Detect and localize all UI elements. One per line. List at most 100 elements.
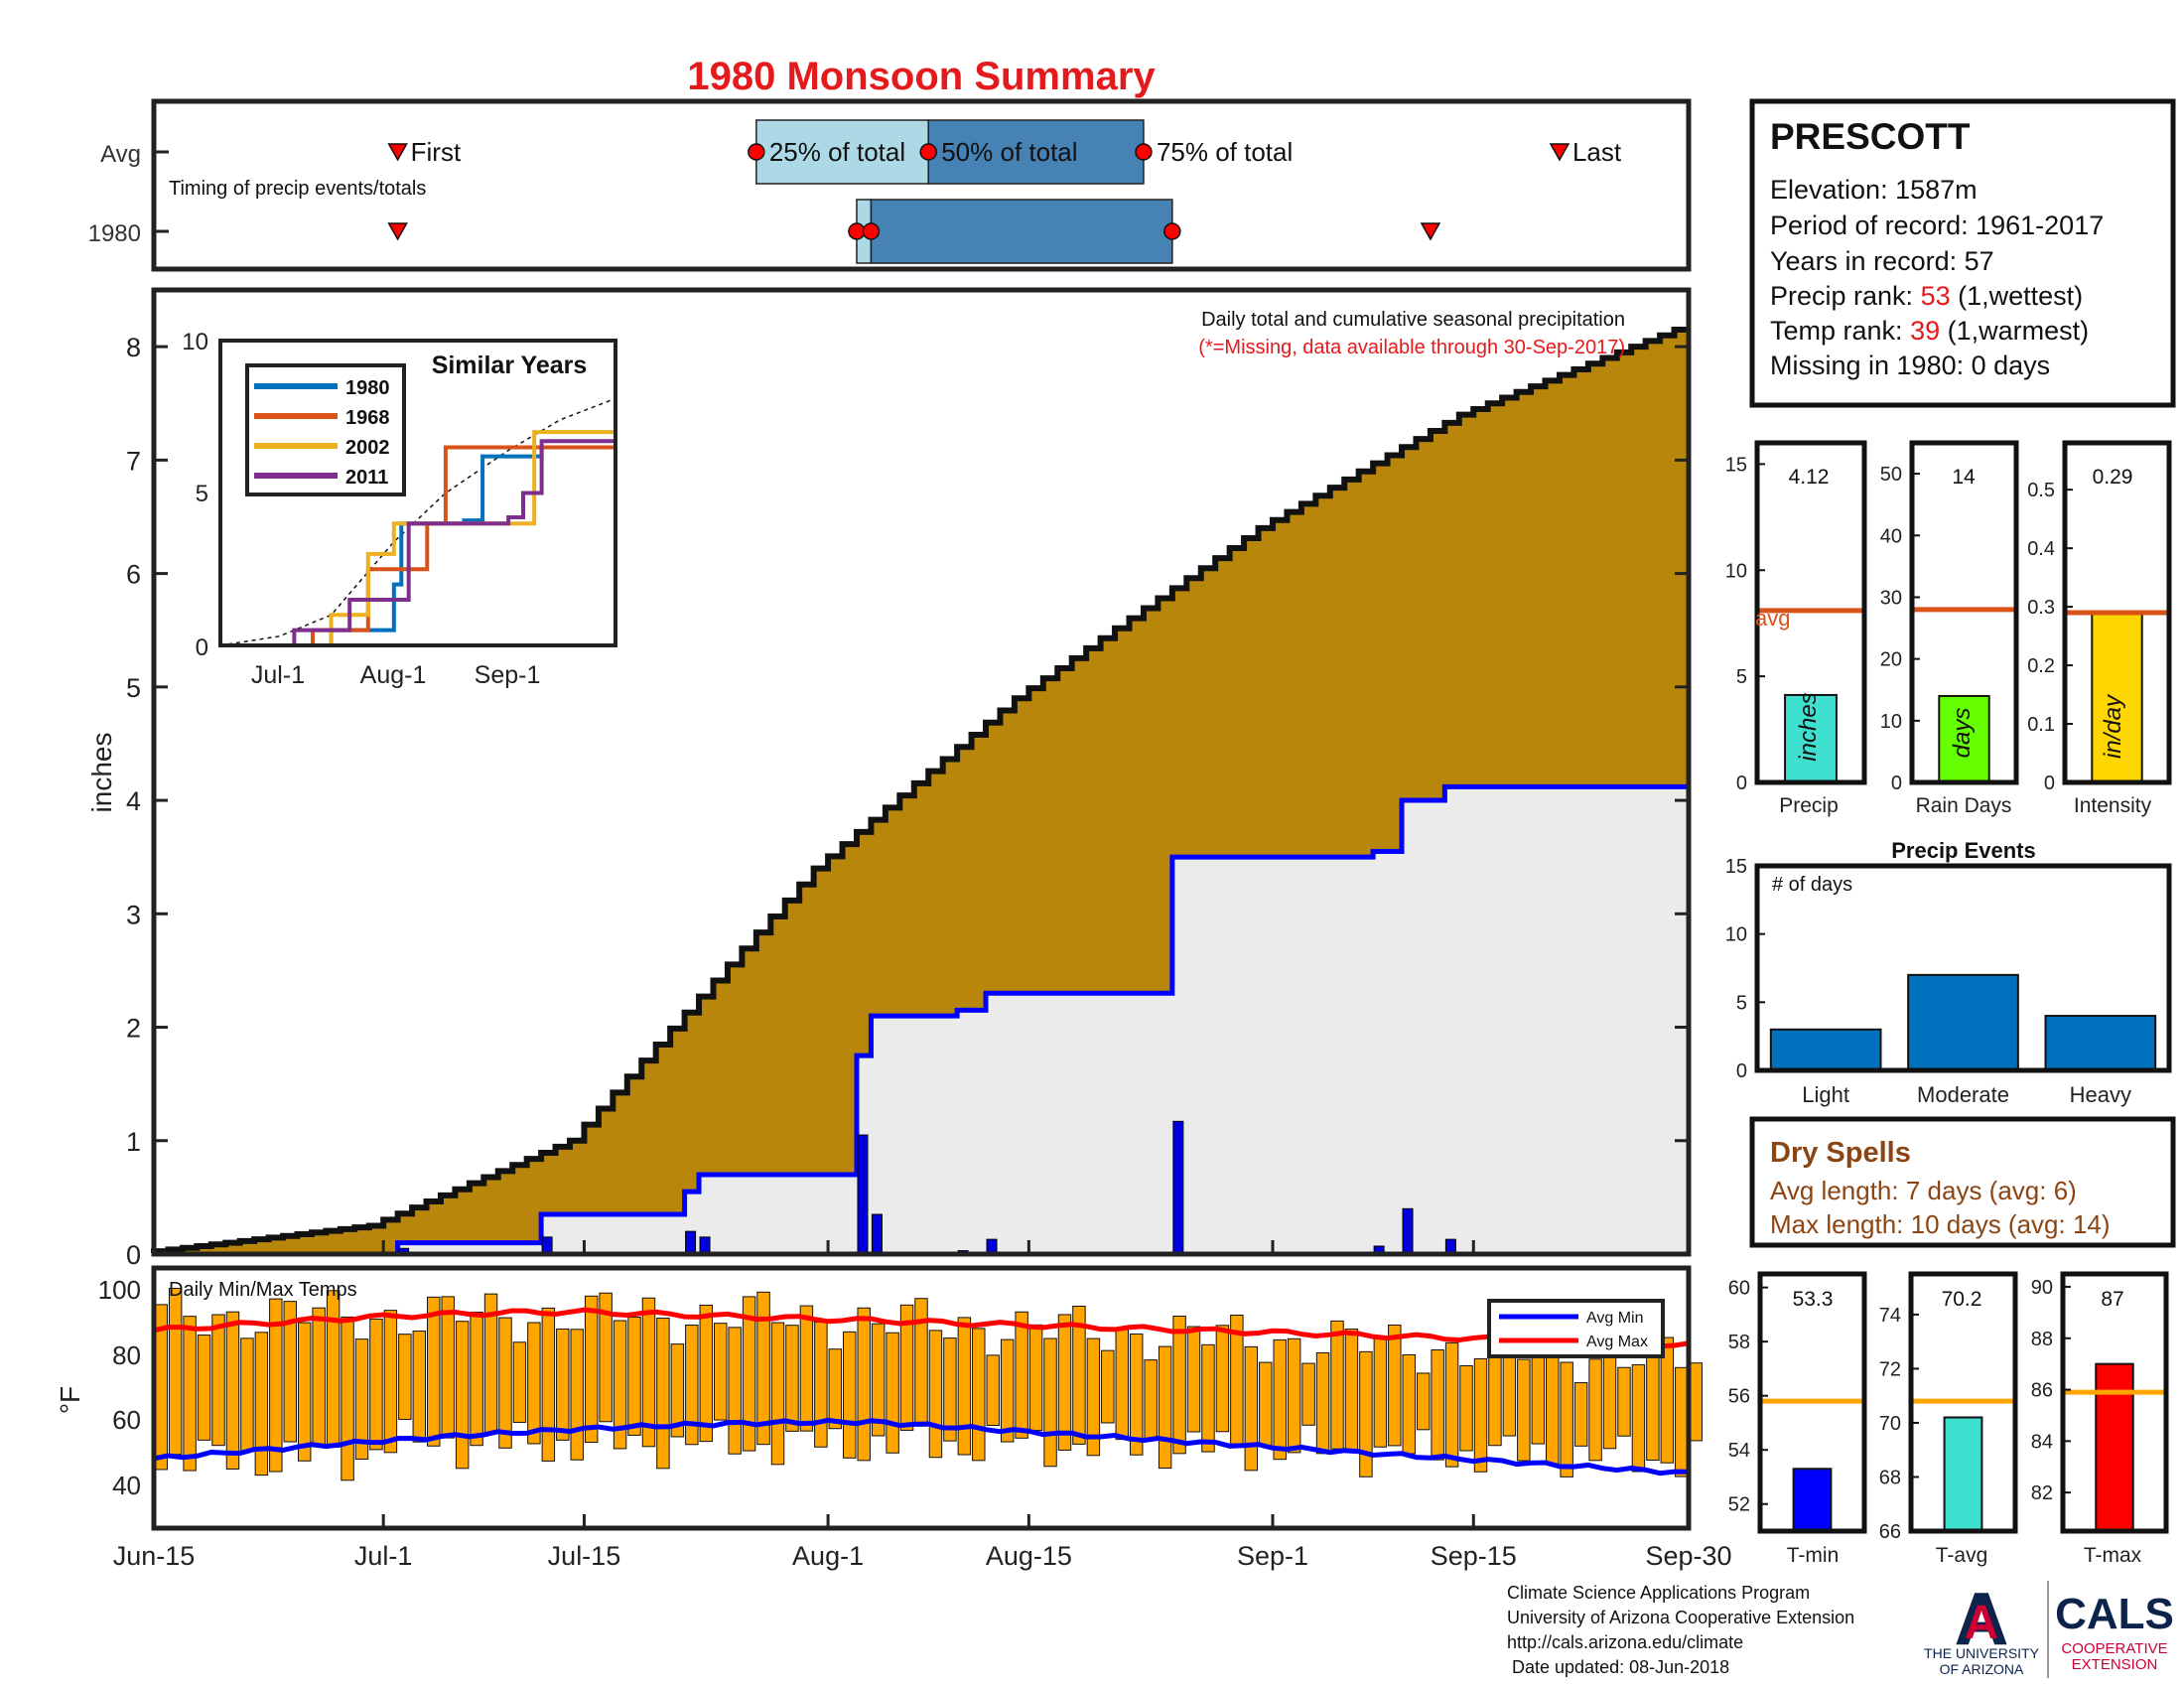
daily-temp-bar — [641, 1297, 656, 1448]
daily-temp-bar — [1573, 1382, 1588, 1447]
mini-ytick-label: 20 — [1880, 649, 1902, 671]
temp-summary-frame-1 — [1908, 1271, 2018, 1534]
daily-temp-bar — [312, 1307, 326, 1448]
cals-logo-text: CALS — [2055, 1590, 2174, 1638]
timing-p50-marker — [919, 143, 937, 161]
temp-label: Daily Min/Max Temps — [169, 1279, 357, 1301]
dry-spells-title: Dry Spells — [1770, 1137, 1911, 1169]
main-ytick-label: 5 — [126, 673, 141, 703]
daily-temp-bar — [240, 1337, 254, 1453]
daily-temp-bar — [1215, 1325, 1230, 1433]
daily-temp-bar — [412, 1331, 427, 1443]
daily-temp-bar — [914, 1298, 928, 1427]
avg-max-temp-line — [153, 1307, 1690, 1349]
avg-cumulative-line — [151, 326, 1689, 1255]
precip-events-chart: Precip Events # of days Light Moderate Hea… — [1725, 838, 2172, 1107]
daily-temp-bar — [1057, 1314, 1072, 1451]
events-ylabel: # of days — [1772, 874, 1852, 896]
cals-sub-2: EXTENSION — [2072, 1656, 2158, 1673]
main-missing-note: (*=Missing, data available through 30-Se… — [1198, 337, 1625, 358]
daily-temp-bar — [814, 1321, 828, 1448]
footer-line-3: http://cals.arizona.edu/climate — [1507, 1632, 1743, 1652]
ua-logo-line-2: OF ARIZONA — [1940, 1661, 2024, 1677]
temp-summary-ytick-label: 70 — [1879, 1413, 1901, 1435]
mini-ytick-label: 50 — [1880, 464, 1902, 486]
daily-temp-bar — [1000, 1338, 1015, 1443]
mini-bar-2 — [2091, 612, 2143, 783]
legend-2011-label: 2011 — [345, 467, 388, 489]
mini-ytick-label: 0.1 — [2027, 714, 2055, 736]
daily-temp-bar — [1459, 1365, 1473, 1452]
timing-label-first: First — [411, 137, 462, 167]
daily-temp-bar — [1287, 1337, 1301, 1454]
events-title: Precip Events — [1891, 838, 2036, 863]
daily-temp-bar — [1259, 1361, 1273, 1448]
daily-temp-bar — [297, 1322, 312, 1462]
events-bar-heavy — [2044, 1015, 2157, 1071]
mini-ytick-label: 0.2 — [2027, 655, 2055, 677]
xtick-label: Jul-15 — [548, 1541, 621, 1571]
year-cumulative-fill — [154, 786, 1689, 1254]
timing-p75-marker — [1135, 143, 1153, 161]
daily-temp-bar — [470, 1311, 483, 1447]
daily-temp-bar — [1315, 1351, 1330, 1455]
station-elevation: Elevation: 1587m — [1770, 175, 1978, 205]
mini-ytick-label: 10 — [1725, 560, 1747, 582]
daily-temp-bar — [742, 1296, 756, 1452]
daily-temp-bar — [1043, 1337, 1057, 1468]
daily-temp-bar — [685, 1325, 699, 1446]
temp-ytick-60: 60 — [112, 1405, 141, 1435]
temp-summary-bar-1 — [1943, 1416, 1983, 1533]
daily-temp-bar — [283, 1301, 297, 1443]
temp-summary-charts: T-min T-avg T-max 52 54 56 58 60 66 68 70 72 74 82… — [1728, 1271, 2169, 1567]
daily-temp-bar — [1015, 1311, 1028, 1439]
main-frame — [151, 287, 1692, 1257]
main-ytick-label: 6 — [126, 560, 141, 590]
daily-temp-bar — [1416, 1372, 1431, 1431]
daily-temp-bar — [699, 1305, 713, 1443]
mini-ytick-label: 10 — [1880, 711, 1902, 733]
inset-ytick-5: 5 — [196, 481, 208, 507]
daily-temp-bar — [1373, 1336, 1388, 1448]
timing-box-first-half — [755, 119, 929, 185]
temp-summary-ytick-label: 60 — [1728, 1278, 1750, 1300]
timing-label-p25: 25% of total — [769, 137, 905, 167]
temp-summary-ytick-label: 74 — [1879, 1305, 1901, 1327]
legend-avg-min-label: Avg Min — [1586, 1310, 1644, 1327]
raindays-bar-value: 14 — [1952, 466, 1976, 489]
temp-summary-ytick-label: 68 — [1879, 1467, 1901, 1488]
daily-temp-bar — [613, 1320, 627, 1450]
temperature-panel: Daily Min/Max Temps 40 60 80 100 °F Avg … — [55, 1240, 1732, 1571]
daily-temp-bar — [599, 1292, 613, 1423]
xtick-label: Jul-1 — [354, 1541, 413, 1571]
daily-precip-bar — [699, 1236, 711, 1255]
tavg-value: 70.2 — [1942, 1288, 1982, 1311]
timing-row-year: 1980 — [88, 220, 141, 247]
daily-temp-bar — [1130, 1334, 1144, 1456]
footer-line-1: Climate Science Applications Program — [1507, 1583, 1810, 1603]
station-period: Period of record: 1961-2017 — [1770, 211, 2104, 240]
timing-marks: First 25% of total 50% of total 75% of tota… — [387, 119, 1622, 264]
tmax-label: T-max — [2084, 1544, 2142, 1567]
precip-bar-unit: inches — [1795, 692, 1822, 761]
events-category-label: Light — [1802, 1082, 1849, 1107]
xtick-label: Aug-1 — [792, 1541, 864, 1571]
main-precip-chart: 0 1 2 3 4 5 6 7 8 inches Daily total and cumulat… — [86, 287, 1692, 1270]
daily-temp-bar — [254, 1332, 269, 1477]
daily-temp-bar — [455, 1321, 470, 1470]
daily-precip-bar — [541, 1236, 553, 1255]
daily-temp-bar — [1028, 1324, 1043, 1432]
daily-temp-bar — [770, 1322, 785, 1466]
inset-legend: 1980 1968 2002 2011 — [245, 363, 406, 496]
timing-p25-marker — [748, 143, 765, 161]
station-missing: Missing in 1980: 0 days — [1770, 351, 2050, 380]
daily-temp-bar — [427, 1296, 441, 1447]
mini-ytick-label: 0.4 — [2027, 538, 2055, 560]
daily-temp-bar — [183, 1316, 197, 1472]
legend-2002-label: 2002 — [345, 437, 390, 459]
intensity-bar-unit: in/day — [2100, 693, 2126, 759]
daily-temp-bar — [1631, 1364, 1646, 1473]
daily-temp-bar — [986, 1354, 1000, 1427]
station-info-box: PRESCOTT Elevation: 1587m Period of reco… — [1749, 98, 2176, 408]
